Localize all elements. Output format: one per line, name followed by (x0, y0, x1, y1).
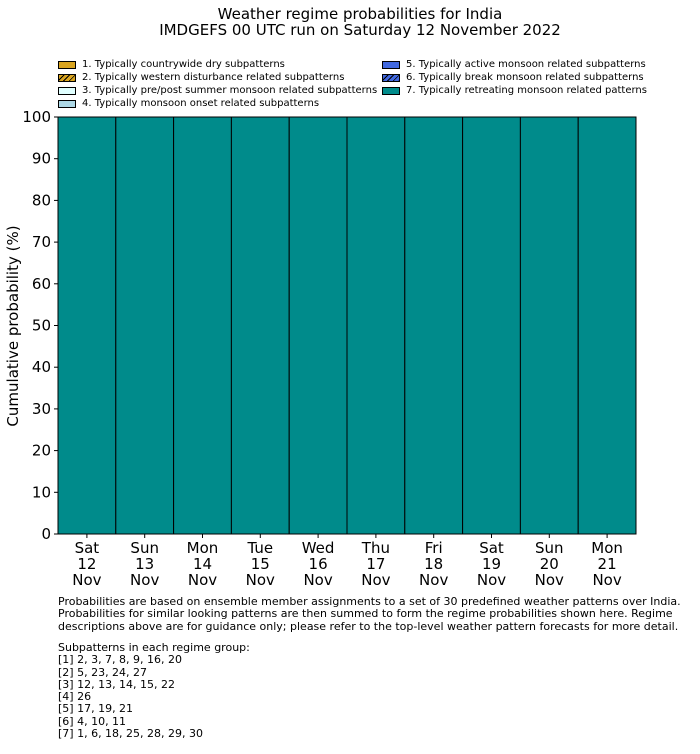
x-tick-label: Nov (477, 571, 506, 589)
legend-item: 4. Typically monsoon onset related subpa… (58, 97, 319, 110)
legend-swatch (58, 60, 76, 69)
x-tick-label: Tue (246, 539, 273, 557)
legend-swatch (382, 86, 400, 95)
bar-segment (404, 116, 464, 535)
x-tick-label: 12 (77, 555, 96, 573)
x-tick-label: Sat (479, 539, 504, 557)
x-tick-label: 16 (309, 555, 328, 573)
legend-item: 3. Typically pre/post summer monsoon rel… (58, 84, 377, 97)
legend-item: 1. Typically countrywide dry subpatterns (58, 58, 285, 71)
x-tick-label: Nov (592, 571, 621, 589)
x-tick-label: Nov (303, 571, 332, 589)
y-tick-label: 100 (22, 108, 51, 126)
legend-swatch (58, 99, 76, 108)
legend-item: 5. Typically active monsoon related subp… (382, 58, 646, 71)
legend-item: 7. Typically retreating monsoon related … (382, 84, 647, 97)
x-tick-label: 15 (251, 555, 270, 573)
legend-label: 3. Typically pre/post summer monsoon rel… (82, 85, 378, 96)
x-tick-label: Nov (130, 571, 159, 589)
legend-swatch (58, 86, 76, 95)
x-tick-label: Wed (302, 539, 335, 557)
x-tick-label: Thu (361, 539, 390, 557)
x-tick-label: 14 (193, 555, 212, 573)
legend-swatch (382, 73, 400, 82)
chart-subtitle: IMDGEFS 00 UTC run on Saturday 12 Novemb… (159, 21, 561, 39)
y-tick-label: 20 (32, 442, 51, 460)
x-tick-label: Sun (130, 539, 159, 557)
x-tick-label: Nov (361, 571, 390, 589)
y-tick-label: 10 (32, 483, 51, 501)
x-tick-label: Nov (419, 571, 448, 589)
legend-label: 6. Typically break monsoon related subpa… (406, 72, 644, 83)
x-tick-label: 20 (540, 555, 559, 573)
legend-item: 6. Typically break monsoon related subpa… (382, 71, 644, 84)
y-tick-label: 40 (32, 358, 51, 376)
y-tick-label: 80 (32, 191, 51, 209)
x-tick-label: Sat (75, 539, 100, 557)
x-tick-label: Mon (591, 539, 623, 557)
legend-item: 2. Typically western disturbance related… (58, 71, 344, 84)
bar-segment (115, 116, 175, 535)
x-tick-label: Nov (188, 571, 217, 589)
legend-label: 5. Typically active monsoon related subp… (406, 59, 646, 70)
subpatterns-text: Subpatterns in each regime group: [1] 2,… (58, 641, 250, 741)
x-tick-label: Mon (187, 539, 219, 557)
x-tick-label: 21 (598, 555, 617, 573)
legend-swatch (58, 73, 76, 82)
bar-segment (346, 116, 406, 535)
notes-text: Probabilities are based on ensemble memb… (58, 595, 681, 633)
x-tick-label: 17 (366, 555, 385, 573)
y-tick-label: 50 (32, 317, 51, 335)
x-tick-label: 18 (424, 555, 443, 573)
chart-title: Weather regime probabilities for India (217, 5, 503, 23)
x-tick-label: Sun (535, 539, 564, 557)
bar-segment (577, 116, 637, 535)
legend-label: 1. Typically countrywide dry subpatterns (82, 59, 285, 70)
x-tick-label: 19 (482, 555, 501, 573)
y-tick-label: 0 (41, 525, 51, 543)
bar-segment (57, 116, 117, 535)
y-tick-label: 70 (32, 233, 51, 251)
bar-segment (173, 116, 232, 535)
bar-segment (462, 116, 521, 535)
legend-label: 4. Typically monsoon onset related subpa… (82, 98, 320, 109)
y-tick-label: 90 (32, 150, 51, 168)
y-tick-label: 30 (32, 400, 51, 418)
x-tick-label: 13 (135, 555, 154, 573)
x-tick-label: Nov (535, 571, 564, 589)
y-tick-label: 60 (32, 275, 51, 293)
x-tick-label: Nov (246, 571, 275, 589)
bar-segment (230, 116, 290, 535)
x-tick-label: Fri (425, 539, 443, 557)
legend-label: 7. Typically retreating monsoon related … (406, 85, 647, 96)
bar-segment (519, 116, 579, 535)
x-tick-label: Nov (72, 571, 101, 589)
y-axis-label: Cumulative probability (%) (4, 225, 22, 426)
legend-swatch (382, 60, 400, 69)
bar-segment (288, 116, 348, 535)
legend-label: 2. Typically western disturbance related… (82, 72, 345, 83)
